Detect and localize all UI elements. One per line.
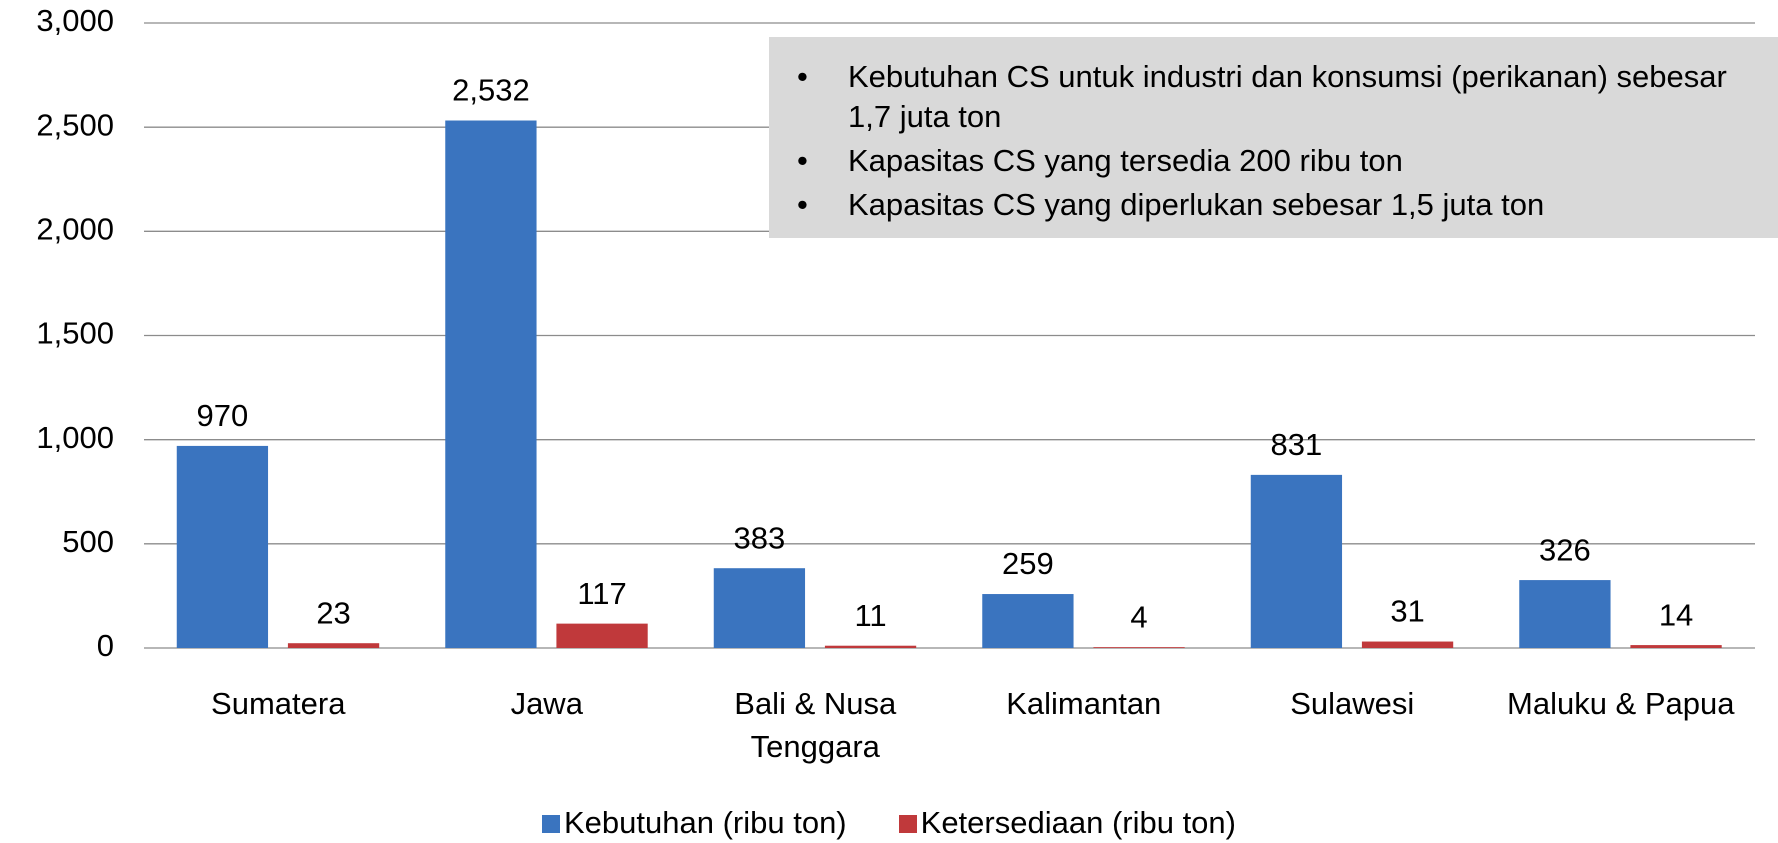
bar — [982, 594, 1074, 648]
y-tick-label: 500 — [62, 524, 114, 559]
bullet: • — [797, 143, 808, 178]
y-tick-label: 2,000 — [36, 212, 114, 247]
data-label: 970 — [197, 398, 249, 433]
x-tick-label: Jawa — [510, 686, 583, 721]
bar — [287, 643, 380, 648]
data-label: 14 — [1659, 597, 1693, 632]
data-label: 831 — [1271, 427, 1323, 462]
legend-swatch — [542, 815, 560, 833]
annotation-box: • Kebutuhan CS untuk industri dan konsums… — [769, 37, 1778, 238]
legend-swatch — [898, 815, 917, 833]
annotation: • Kapasitas CS yang diperlukan sebesar 1,… — [769, 185, 1768, 225]
annotation-text: Kapasitas CS yang diperlukan sebesar 1,5… — [848, 187, 1545, 222]
x-tick-label: Sulawesi — [1290, 686, 1415, 721]
bar — [1361, 641, 1454, 648]
annotation: • Kebutuhan CS untuk industri dan konsums… — [769, 57, 1768, 137]
x-tick-label: Maluku & Papua — [1507, 686, 1735, 721]
bar — [176, 445, 269, 648]
x-tick-label: Bali & Nusa Tenggara — [734, 686, 897, 764]
annotation-text: Kapasitas CS yang tersedia 200 ribu ton — [848, 143, 1403, 178]
data-label: 259 — [1002, 546, 1054, 581]
data-label: 2,532 — [452, 73, 530, 108]
bar — [556, 623, 648, 648]
legend: Kebutuhan (ribu ton) Ketersediaan (ribu t… — [0, 805, 1778, 841]
bar — [713, 568, 806, 648]
y-tick-label: 2,500 — [36, 107, 114, 142]
x-tick-label: Sumatera — [211, 686, 346, 721]
bar — [1093, 647, 1185, 648]
bullet: • — [797, 59, 808, 94]
y-tick-label: 3,000 — [36, 3, 114, 38]
x-tick-label: Kalimantan — [1006, 686, 1162, 721]
y-tick-label: 1,000 — [36, 420, 114, 455]
bullet: • — [797, 187, 808, 222]
y-tick-label: 0 — [97, 628, 114, 663]
legend-item: Ketersediaan (ribu ton) — [898, 805, 1236, 841]
legend-item: Kebutuhan (ribu ton) — [542, 805, 847, 841]
data-label: 11 — [854, 598, 886, 633]
bar — [445, 120, 537, 648]
data-label: 326 — [1539, 532, 1591, 567]
legend-label: Ketersediaan (ribu ton) — [920, 805, 1236, 840]
legend-label: Kebutuhan (ribu ton) — [564, 805, 847, 840]
data-label: 4 — [1130, 599, 1147, 634]
data-label: 23 — [316, 595, 350, 630]
annotation: • Kapasitas CS yang tersedia 200 ribu ton — [769, 141, 1768, 181]
bar — [1250, 474, 1343, 648]
bar — [1630, 645, 1722, 648]
data-label: 117 — [577, 576, 626, 611]
data-label: 31 — [1390, 594, 1424, 629]
bar — [1519, 580, 1611, 648]
bar — [824, 645, 917, 648]
annotation-text: Kebutuhan CS untuk industri dan konsumsi… — [848, 59, 1727, 134]
y-tick-label: 1,500 — [36, 316, 114, 351]
data-label: 383 — [734, 520, 786, 555]
